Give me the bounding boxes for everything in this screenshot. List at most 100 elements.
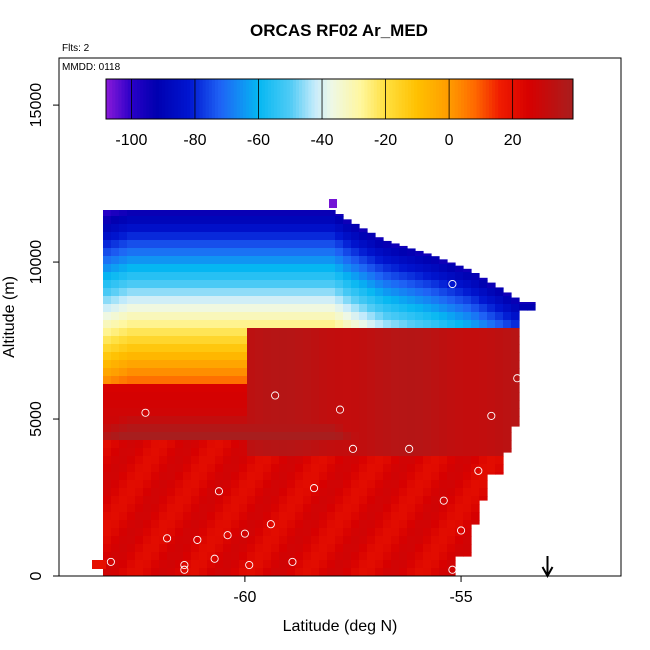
heatmap-cell [287, 520, 296, 529]
heatmap-cell [327, 400, 336, 409]
heatmap-cell [487, 376, 496, 385]
heatmap-cell [191, 416, 200, 425]
heatmap-cell [303, 384, 312, 393]
heatmap-cell [383, 384, 392, 393]
heatmap-cell [447, 384, 456, 393]
heatmap-cell [191, 312, 200, 321]
heatmap-cell [223, 536, 232, 545]
heatmap-cell [359, 440, 368, 449]
heatmap-cell [391, 456, 400, 465]
heatmap-cell [295, 464, 304, 473]
heatmap-cell [207, 216, 216, 225]
colorbar-segment [180, 79, 185, 119]
heatmap-cell [471, 512, 480, 521]
heatmap-cell [495, 392, 504, 401]
heatmap-cell [399, 400, 408, 409]
heatmap-cell [375, 320, 384, 329]
heatmap-cell [207, 232, 216, 241]
heatmap-cell [351, 336, 360, 345]
heatmap-cell [175, 216, 184, 225]
heatmap-cell [319, 248, 328, 257]
heatmap-cell [455, 528, 464, 537]
colorbar-segment [485, 79, 490, 119]
heatmap-cell [231, 504, 240, 513]
heatmap-cell [223, 440, 232, 449]
heatmap-cell [423, 328, 432, 337]
heatmap-cell [383, 376, 392, 385]
heatmap-cell [143, 512, 152, 521]
heatmap-cell [223, 232, 232, 241]
heatmap-cell [383, 528, 392, 537]
heatmap-cell [447, 528, 456, 537]
heatmap-cell [239, 232, 248, 241]
heatmap-cell [167, 432, 176, 441]
heatmap-cell [327, 496, 336, 505]
heatmap-cell [167, 288, 176, 297]
heatmap-cell [335, 560, 344, 569]
heatmap-cell [127, 512, 136, 521]
colorbar-segment [488, 79, 493, 119]
heatmap-cell [111, 440, 120, 449]
heatmap-cell [431, 288, 440, 297]
heatmap-cell [359, 560, 368, 569]
flight-point [348, 444, 358, 453]
heatmap-cell [207, 512, 216, 521]
heatmap-cell [159, 544, 168, 553]
heatmap-cell [151, 504, 160, 513]
heatmap-cell [231, 344, 240, 353]
heatmap-cell [319, 424, 328, 433]
heatmap-cell [463, 336, 472, 345]
heatmap-cell [439, 432, 448, 441]
heatmap-cell [127, 528, 136, 537]
heatmap-cell [439, 259, 448, 265]
heatmap-cell [519, 304, 528, 311]
heatmap-cell [207, 504, 216, 513]
heatmap-cell [135, 256, 144, 265]
heatmap-cell [159, 376, 168, 385]
heatmap-cell [391, 520, 400, 529]
heatmap-cell [103, 416, 112, 425]
heatmap-cell [335, 214, 344, 217]
heatmap-cell [479, 312, 488, 321]
heatmap-cell [223, 432, 232, 441]
heatmap-cell [151, 320, 160, 329]
heatmap-cell [351, 368, 360, 377]
heatmap-cell [239, 432, 248, 441]
heatmap-cell [383, 360, 392, 369]
heatmap-cell [287, 304, 296, 313]
heatmap-cell [231, 552, 240, 561]
heatmap-cell [287, 472, 296, 481]
heatmap-cell [159, 496, 168, 505]
heatmap-cell [287, 352, 296, 361]
heatmap-cell [183, 480, 192, 489]
heatmap-cell [471, 400, 480, 409]
heatmap-cell [359, 544, 368, 553]
heatmap-cell [143, 432, 152, 441]
heatmap-cell [135, 312, 144, 321]
heatmap-cell [119, 464, 128, 473]
heatmap-cell [391, 243, 400, 249]
heatmap-cell [151, 456, 160, 465]
heatmap-cell [423, 536, 432, 545]
heatmap-cell [135, 400, 144, 409]
heatmap-cell [287, 544, 296, 553]
heatmap-cell [143, 304, 152, 313]
colorbar-segment [348, 79, 353, 119]
heatmap-cell [167, 472, 176, 481]
heatmap-cell [119, 448, 128, 457]
heatmap-cell [415, 312, 424, 321]
heatmap-cell [279, 216, 288, 225]
heatmap-cell [487, 336, 496, 345]
heatmap-cell [423, 448, 432, 457]
heatmap-cell [407, 384, 416, 393]
heatmap-cell [447, 456, 456, 465]
flights-annotation: Flts: 2 [62, 43, 90, 54]
heatmap-cell [303, 232, 312, 241]
heatmap-cell [423, 544, 432, 553]
heatmap-cell [487, 288, 496, 297]
heatmap-cell [215, 256, 224, 265]
heatmap-cell [127, 448, 136, 457]
heatmap-cell [255, 280, 264, 289]
heatmap-cell [135, 224, 144, 233]
heatmap-cell [439, 480, 448, 489]
